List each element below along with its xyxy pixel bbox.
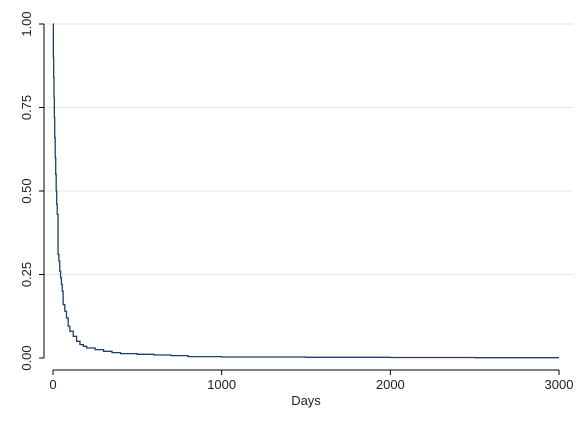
x-axis-label: Days bbox=[291, 393, 321, 408]
axes-layer bbox=[43, 24, 559, 371]
y-tick-label: 0.50 bbox=[19, 178, 34, 203]
y-tick-label: 0.75 bbox=[19, 95, 34, 120]
x-tick-label: 3000 bbox=[545, 377, 574, 392]
series-layer bbox=[52, 23, 559, 359]
y-tick-label: 0.25 bbox=[19, 262, 34, 287]
ticks-layer: 0.00 0.25 0.50 0.75 1.00 0 1000 2000 3000 bbox=[19, 11, 573, 392]
y-tick-label: 1.00 bbox=[19, 11, 34, 36]
x-tick-label: 1000 bbox=[207, 377, 236, 392]
x-tick-label: 0 bbox=[49, 377, 56, 392]
y-tick-label: 0.00 bbox=[19, 345, 34, 370]
x-tick-label: 2000 bbox=[376, 377, 405, 392]
grid-layer bbox=[44, 23, 573, 275]
survival-step-line bbox=[52, 23, 559, 359]
